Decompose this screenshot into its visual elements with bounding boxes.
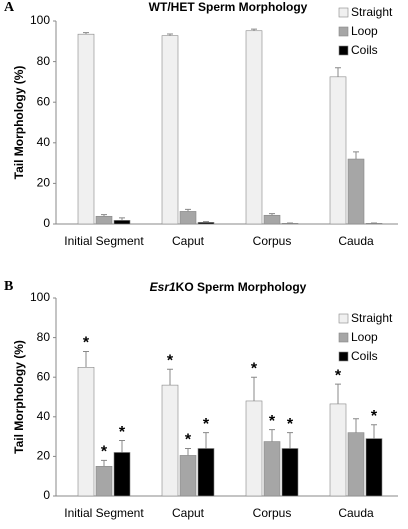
bar bbox=[245, 400, 263, 497]
y-tick-label: 80 bbox=[37, 330, 51, 344]
y-axis-label: Tail Morphology (%) bbox=[12, 66, 26, 180]
x-tick-label: Corpus bbox=[253, 234, 292, 248]
legend-swatch bbox=[338, 313, 349, 324]
significance-marker: * bbox=[83, 335, 90, 352]
x-tick-label: Corpus bbox=[253, 506, 292, 520]
error-bar bbox=[251, 28, 257, 31]
error-bar bbox=[185, 447, 191, 456]
legend-label: Straight bbox=[351, 311, 393, 325]
legend-label: Straight bbox=[351, 5, 393, 19]
error-bar bbox=[287, 432, 293, 449]
x-tick-label: Caput bbox=[172, 234, 205, 248]
bar bbox=[263, 214, 281, 225]
y-axis-label: Tail Morphology (%) bbox=[12, 340, 26, 454]
y-tick-label: 40 bbox=[37, 135, 51, 149]
chart-title: Esr1KO Sperm Morphology bbox=[150, 280, 307, 294]
legend-swatch bbox=[338, 7, 349, 18]
bar bbox=[179, 455, 197, 497]
legend-swatch bbox=[338, 26, 349, 37]
error-bar bbox=[167, 368, 173, 386]
bar bbox=[113, 452, 131, 497]
bar bbox=[95, 465, 113, 497]
x-tick-label: Initial Segment bbox=[64, 506, 144, 520]
error-bar bbox=[167, 33, 173, 36]
y-tick-label: 100 bbox=[30, 13, 50, 27]
significance-marker: * bbox=[371, 408, 378, 425]
legend-swatch bbox=[338, 45, 349, 56]
y-tick-label: 100 bbox=[30, 290, 50, 304]
bar bbox=[245, 30, 263, 225]
y-tick-label: 40 bbox=[37, 409, 51, 423]
error-bar bbox=[101, 459, 107, 467]
bar bbox=[161, 384, 179, 497]
error-bar bbox=[335, 383, 341, 404]
error-bar bbox=[371, 424, 377, 439]
panel-label: B bbox=[4, 279, 13, 294]
error-bar bbox=[119, 440, 125, 453]
y-tick-label: 80 bbox=[37, 54, 51, 68]
error-bar bbox=[83, 350, 89, 368]
error-bar bbox=[203, 221, 209, 223]
chart-title: WT/HET Sperm Morphology bbox=[149, 0, 308, 14]
error-bar bbox=[353, 418, 359, 433]
significance-marker: * bbox=[167, 352, 174, 369]
significance-marker: * bbox=[335, 367, 342, 384]
significance-marker: * bbox=[269, 413, 276, 430]
significance-marker: * bbox=[251, 360, 258, 377]
title-run: WT/HET Sperm Morphology bbox=[149, 0, 308, 14]
y-tick-label: 0 bbox=[43, 216, 50, 230]
y-tick-label: 0 bbox=[43, 488, 50, 502]
legend-label: Coils bbox=[351, 349, 378, 363]
error-bar bbox=[203, 432, 209, 449]
y-tick-label: 20 bbox=[37, 176, 51, 190]
bar bbox=[179, 211, 197, 225]
bar bbox=[77, 33, 95, 225]
error-bar bbox=[251, 376, 257, 401]
error-bar bbox=[83, 32, 89, 35]
legend-swatch bbox=[338, 351, 349, 362]
bar bbox=[263, 441, 281, 497]
bar bbox=[197, 448, 215, 497]
bar bbox=[77, 366, 95, 497]
bar bbox=[329, 76, 347, 225]
error-bar bbox=[119, 217, 125, 221]
error-bar bbox=[269, 213, 275, 216]
error-bar bbox=[101, 214, 107, 217]
bar bbox=[197, 222, 215, 225]
y-tick-label: 60 bbox=[37, 94, 51, 108]
bar bbox=[95, 215, 113, 225]
significance-marker: * bbox=[203, 416, 210, 433]
bar bbox=[281, 448, 299, 497]
y-tick-label: 60 bbox=[37, 369, 51, 383]
legend-label: Loop bbox=[351, 330, 378, 344]
title-run: Esr1 bbox=[150, 280, 176, 294]
x-tick-label: Cauda bbox=[338, 506, 374, 520]
bar bbox=[347, 158, 365, 225]
x-tick-label: Initial Segment bbox=[64, 234, 144, 248]
significance-marker: * bbox=[101, 444, 108, 461]
x-tick-label: Cauda bbox=[338, 234, 374, 248]
error-bar bbox=[335, 67, 341, 77]
panel-label: A bbox=[4, 0, 15, 15]
bar bbox=[329, 403, 347, 497]
significance-marker: * bbox=[287, 416, 294, 433]
legend-label: Coils bbox=[351, 43, 378, 57]
error-bar bbox=[269, 429, 275, 442]
legend-swatch bbox=[338, 332, 349, 343]
error-bar bbox=[185, 208, 191, 212]
bar bbox=[113, 220, 131, 225]
title-run: KO Sperm Morphology bbox=[176, 280, 307, 294]
legend-label: Loop bbox=[351, 24, 378, 38]
x-tick-label: Caput bbox=[172, 506, 205, 520]
bar bbox=[161, 35, 179, 225]
bar bbox=[347, 432, 365, 497]
significance-marker: * bbox=[185, 432, 192, 449]
error-bar bbox=[353, 151, 359, 160]
y-tick-label: 20 bbox=[37, 449, 51, 463]
bar bbox=[365, 438, 383, 497]
significance-marker: * bbox=[119, 424, 126, 441]
